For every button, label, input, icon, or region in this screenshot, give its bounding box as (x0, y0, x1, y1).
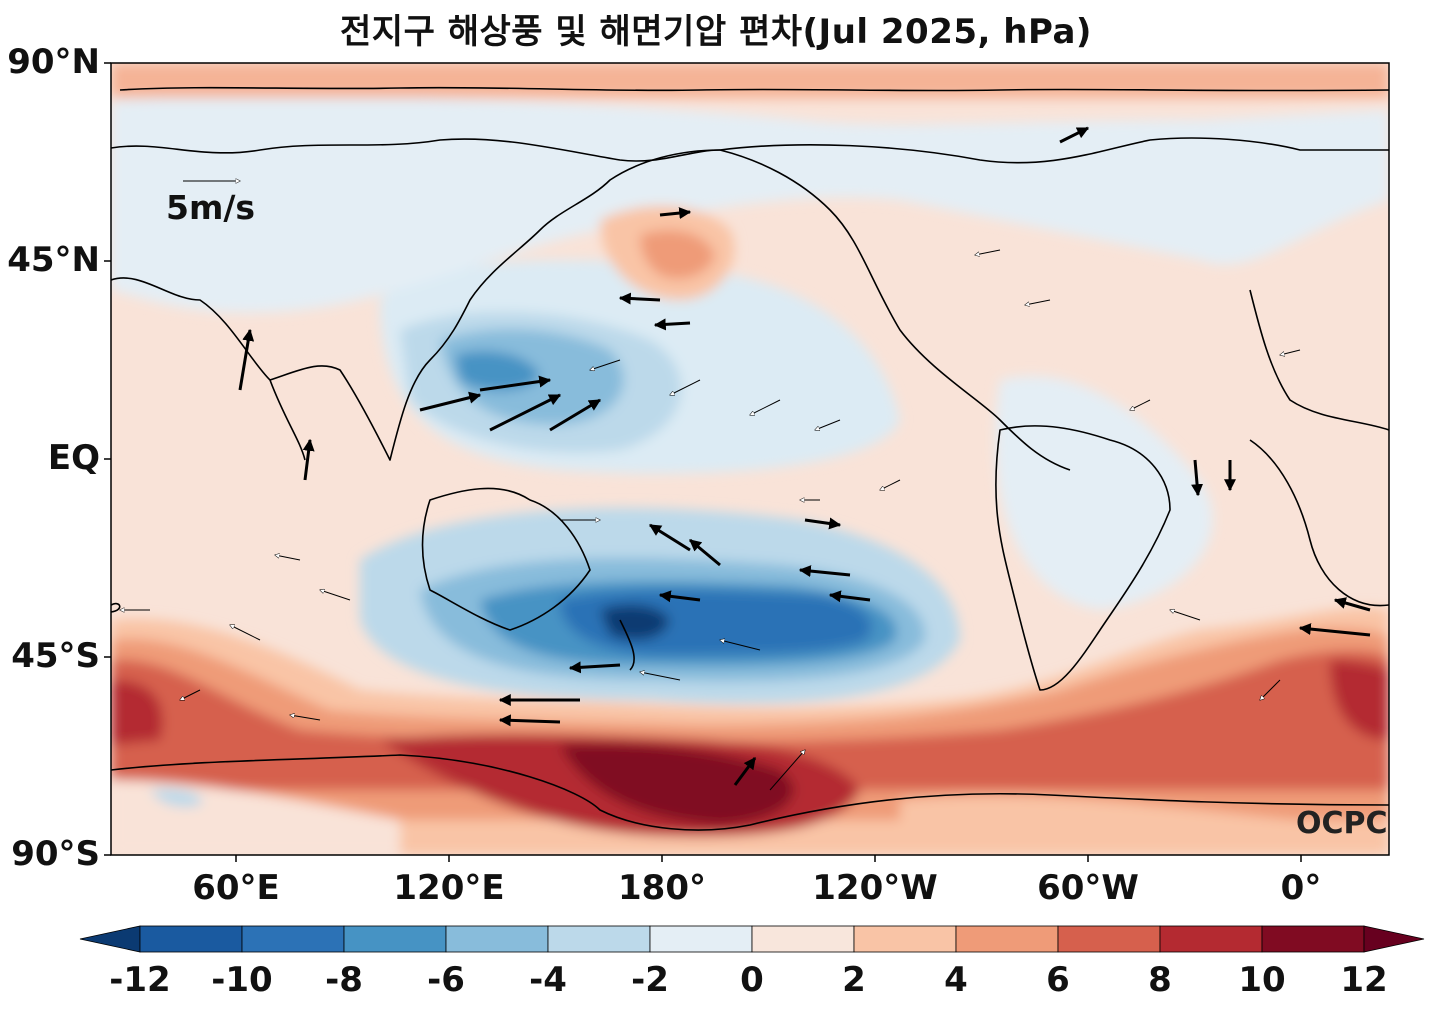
colorbar-label: -12 (109, 960, 171, 1000)
colorbar-label: 0 (740, 960, 764, 1000)
colorbar-segment (955, 925, 1059, 953)
colorbar-label: -6 (427, 960, 465, 1000)
colorbar (79, 925, 1425, 953)
colorbar-extend-low (79, 925, 141, 953)
colorbar-label: 6 (1046, 960, 1070, 1000)
colorbar-label: 8 (1148, 960, 1172, 1000)
lat-label-90s: 90°S (11, 834, 100, 874)
lat-label-45s: 45°S (11, 636, 100, 676)
colorbar-segment (343, 925, 447, 953)
colorbar-segment (853, 925, 957, 953)
lon-label-60e: 60°E (192, 868, 280, 908)
colorbar-segment (1057, 925, 1161, 953)
colorbar-segment (139, 925, 243, 953)
colorbar-segment (1261, 925, 1365, 953)
colorbar-segment (547, 925, 651, 953)
colorbar-label: 4 (944, 960, 968, 1000)
coastlines (111, 86, 1389, 831)
lat-label-45n: 45°N (7, 240, 100, 280)
colorbar-label: -4 (529, 960, 567, 1000)
colorbar-segment (649, 925, 753, 953)
reference-vector-label: 5m/s (166, 188, 256, 227)
colorbar-label: 2 (842, 960, 866, 1000)
ocpc-watermark: OCPC (1296, 806, 1388, 841)
lon-label-120w: 120°W (812, 868, 938, 908)
lat-label-eq: EQ (47, 438, 100, 478)
colorbar-segment (751, 925, 855, 953)
colorbar-label: -10 (211, 960, 273, 1000)
colorbar-extend-high (1363, 925, 1425, 953)
colorbar-label: 12 (1340, 960, 1388, 1000)
colorbar-segment (445, 925, 549, 953)
colorbar-segment (241, 925, 345, 953)
lon-label-180: 180° (618, 868, 706, 908)
slp-anomaly-field (111, 63, 1389, 855)
map-title: 전지구 해상풍 및 해면기압 편차(Jul 2025, hPa) (340, 12, 1092, 52)
lat-label-90n: 90°N (7, 42, 100, 82)
colorbar-label: 10 (1238, 960, 1286, 1000)
colorbar-label: -8 (325, 960, 363, 1000)
lon-label-60w: 60°W (1037, 868, 1139, 908)
colorbar-segment (1159, 925, 1263, 953)
lon-label-120e: 120°E (393, 868, 505, 908)
lon-label-0: 0° (1280, 868, 1322, 908)
wind-vectors (120, 126, 1371, 791)
colorbar-label: -2 (631, 960, 669, 1000)
